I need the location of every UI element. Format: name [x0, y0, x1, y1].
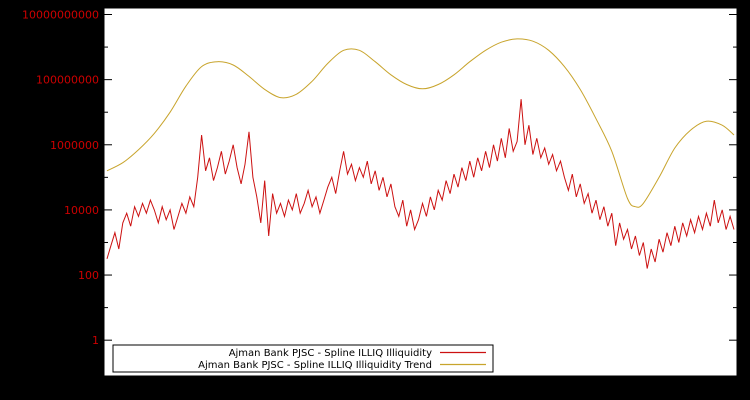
- illiquidity-series-line: [106, 99, 735, 269]
- y-tick-label: 100000000: [36, 74, 99, 87]
- y-tick-label: 10000000000: [22, 9, 99, 22]
- y-tick-label: 1: [92, 334, 99, 347]
- y-tick-label: 1000000: [50, 139, 99, 152]
- y-tick-label: 10000: [64, 204, 99, 217]
- plot-area: [103, 7, 738, 377]
- trend-series-line: [106, 38, 735, 208]
- series-lines: [106, 38, 735, 269]
- y-axis-ticks: 1 100 10000 1000000 100000000 10000000000: [22, 9, 737, 347]
- legend-label-trend: Ajman Bank PJSC - Spline ILLIQ Illiquidi…: [198, 360, 432, 371]
- legend: Ajman Bank PJSC - Spline ILLIQ Illiquidi…: [112, 344, 494, 373]
- y-tick-label: 100: [78, 269, 99, 282]
- legend-label-illiquidity: Ajman Bank PJSC - Spline ILLIQ Illiquidi…: [229, 348, 432, 359]
- legend-background: [112, 344, 494, 373]
